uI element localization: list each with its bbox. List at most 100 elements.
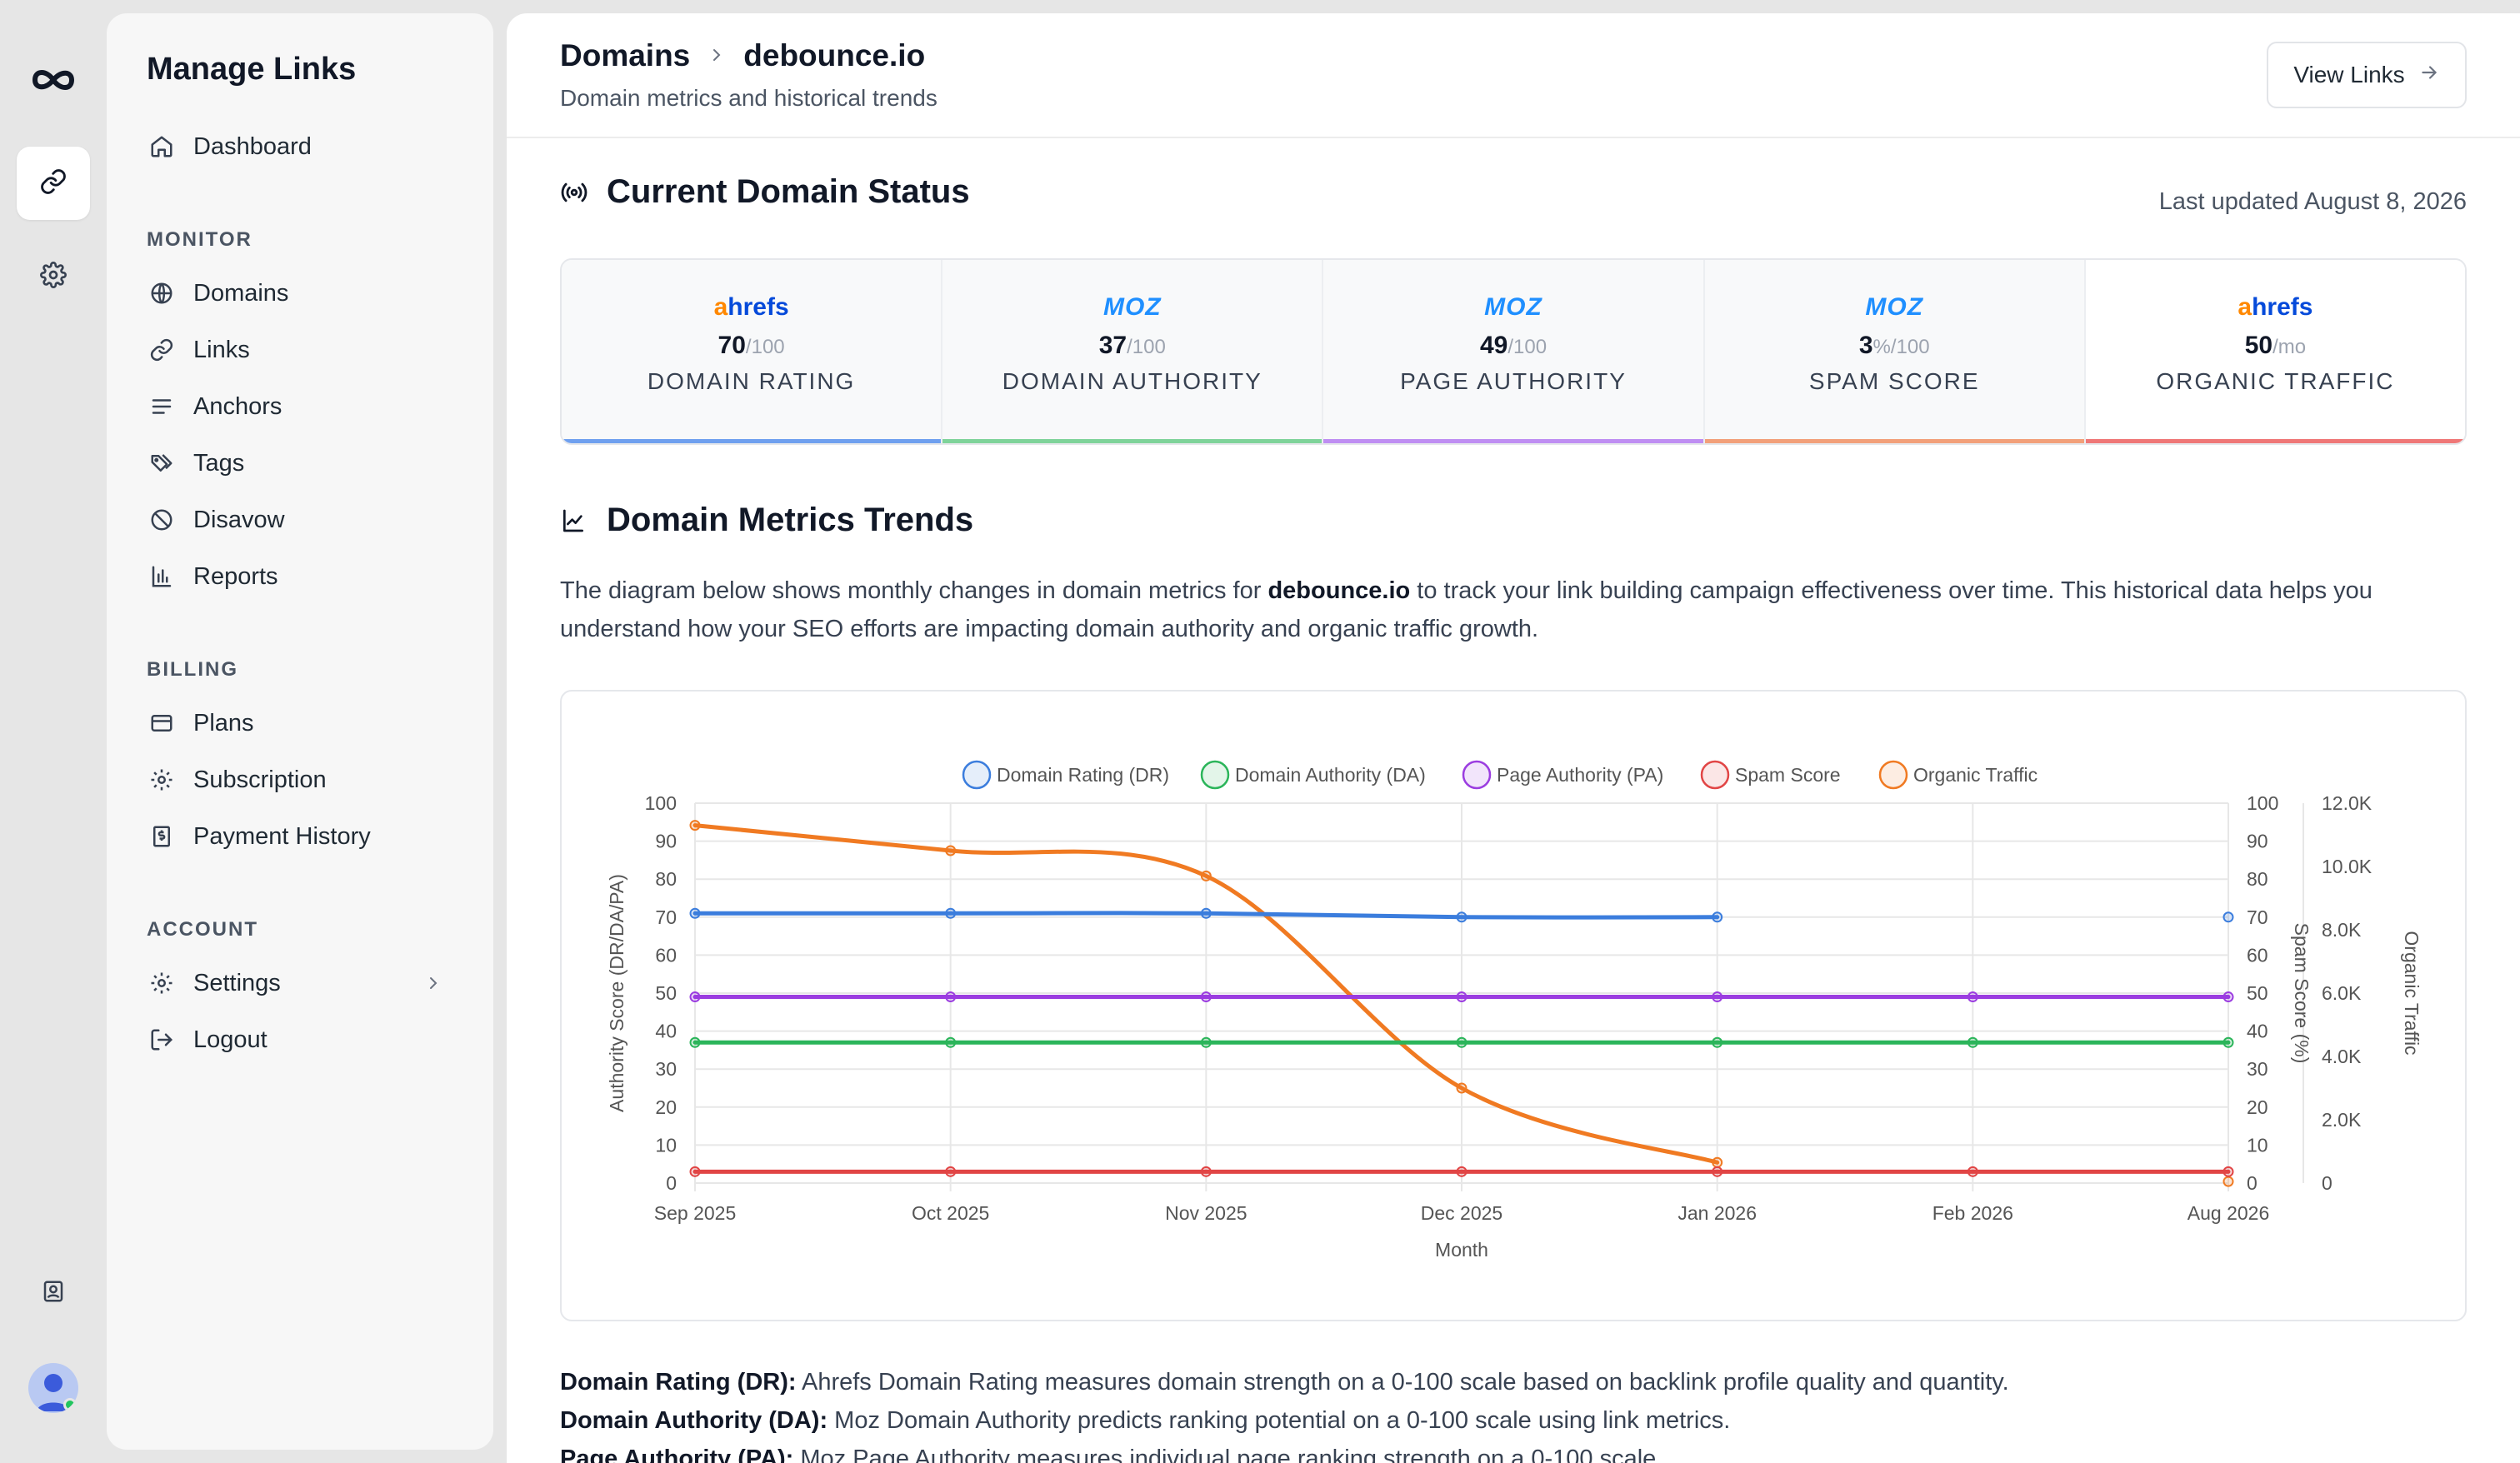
breadcrumb-current: debounce.io	[743, 38, 926, 72]
moz-logo: MOZ	[1102, 293, 1162, 321]
moz-logo: MOZ	[1484, 293, 1542, 321]
y-right2-tick-label: 0	[2322, 1172, 2332, 1194]
trends-heading: Domain Metrics Trends	[560, 502, 973, 539]
y-right2-tick-label: 2.0K	[2322, 1109, 2362, 1131]
y-tick-label: 0	[666, 1172, 677, 1194]
sidebar-item-tags[interactable]: Tags	[140, 438, 460, 488]
metric-accent-bar	[1704, 439, 2084, 443]
y-right-tick-label: 90	[2247, 831, 2268, 852]
sidebar-item-domains[interactable]: Domains	[140, 268, 460, 318]
y-right2-tick-label: 4.0K	[2322, 1046, 2362, 1067]
metric-label: PAGE AUTHORITY	[1400, 368, 1627, 394]
metrics-chart: 0 10 20 30 40 50 60 70 80 90 100 0 10 20 30 40 50 60 70 80 9…	[560, 690, 2467, 1321]
metric-label: DOMAIN RATING	[647, 368, 856, 394]
metric-value: 70	[718, 332, 746, 359]
rail-settings-button[interactable]	[17, 240, 90, 313]
metric-value: 37	[1098, 332, 1128, 359]
definition-row: Domain Authority (DA): Moz Domain Author…	[560, 1407, 1731, 1434]
data-point	[1456, 991, 1468, 1003]
y-tick-label: 20	[655, 1096, 677, 1118]
breadcrumb-domains-link[interactable]: Domains	[560, 38, 691, 72]
link-icon	[39, 167, 68, 200]
line-chart-icon	[560, 507, 590, 534]
metric-label: DOMAIN AUTHORITY	[1002, 368, 1262, 394]
rail-links-button[interactable]	[17, 147, 90, 220]
x-tick-label: Feb 2026	[1932, 1202, 2013, 1224]
y-right2-tick-label: 10.0K	[2322, 856, 2372, 877]
x-tick-label: Nov 2025	[1165, 1202, 1247, 1224]
sidebar-item-payment-history[interactable]: Payment History	[140, 811, 460, 861]
data-point	[945, 845, 957, 856]
link-icon	[148, 337, 175, 363]
sidebar-item-settings[interactable]: Settings	[140, 958, 460, 1008]
sidebar-item-anchors[interactable]: Anchors	[140, 382, 460, 432]
ban-icon	[148, 507, 175, 533]
y-right2-tick-label: 8.0K	[2322, 919, 2362, 941]
data-point	[2222, 1036, 2234, 1048]
data-point	[1200, 870, 1212, 881]
data-point	[1456, 1036, 1468, 1048]
metric-unit: %/100	[1872, 336, 1930, 358]
metric-card-page-authority: MOZ 49/100 PAGE AUTHORITY	[1323, 260, 1705, 443]
section-title: Domain Metrics Trends	[607, 502, 974, 538]
view-links-button[interactable]: View Links	[2267, 42, 2467, 108]
main-content: Domains debounce.io Domain metrics and h…	[507, 13, 2520, 1463]
rail-contacts-button[interactable]	[17, 1256, 90, 1330]
x-tick-label: Aug 2026	[2188, 1202, 2269, 1224]
y-right-tick-label: 70	[2247, 906, 2268, 928]
data-point	[1200, 1166, 1212, 1177]
y-right-tick-label: 80	[2247, 868, 2268, 890]
moz-logo: MOZ	[1865, 293, 1924, 321]
sidebar-item-label: Subscription	[193, 766, 327, 793]
metric-definitions: Domain Rating (DR): Ahrefs Domain Rating…	[560, 1363, 2477, 1463]
definition-row: Domain Rating (DR): Ahrefs Domain Rating…	[560, 1369, 2009, 1396]
gear-icon	[40, 261, 67, 292]
sidebar-item-label: Settings	[193, 969, 281, 996]
series-line	[692, 911, 1720, 920]
data-point	[945, 1036, 957, 1048]
metric-card-domain-rating: ahrefs 70/100 DOMAIN RATING	[562, 260, 943, 443]
metric-value: 50	[2244, 332, 2273, 359]
y-right-tick-label: 10	[2247, 1134, 2268, 1156]
chevron-right-icon	[708, 38, 725, 73]
contact-book-icon	[41, 1278, 66, 1309]
sidebar-item-logout[interactable]: Logout	[140, 1015, 460, 1065]
chevron-right-icon	[423, 971, 443, 1001]
legend-label: Page Authority (PA)	[1497, 764, 1663, 786]
metric-unit: /mo	[2272, 336, 2307, 358]
sidebar-item-label: Anchors	[193, 392, 282, 420]
y-right2-axis-title: Organic Traffic	[2401, 931, 2422, 1055]
current-status-heading: Current Domain Status	[560, 173, 970, 211]
sidebar-item-plans[interactable]: Plans	[140, 698, 460, 748]
y-right-tick-label: 60	[2247, 944, 2268, 966]
sidebar-item-reports[interactable]: Reports	[140, 552, 460, 602]
legend-marker	[962, 760, 992, 790]
sidebar-item-links[interactable]: Links	[140, 325, 460, 375]
last-updated-text: Last updated August 8, 2026	[2158, 188, 2467, 215]
avatar[interactable]	[28, 1363, 78, 1413]
data-point	[2222, 911, 2234, 923]
sidebar-item-label: Tags	[193, 449, 245, 477]
logout-icon	[148, 1026, 175, 1053]
metric-unit: /100	[1127, 336, 1166, 358]
legend-label: Domain Authority (DA)	[1235, 764, 1426, 786]
data-point	[1712, 1156, 1723, 1168]
data-point	[1967, 1036, 1978, 1048]
infinity-logo-icon[interactable]	[30, 60, 77, 100]
sidebar-item-disavow[interactable]: Disavow	[140, 495, 460, 545]
data-point	[1967, 1166, 1978, 1177]
nav-section-monitor: MONITOR	[147, 228, 252, 251]
data-point	[689, 1166, 701, 1177]
sidebar-item-subscription[interactable]: Subscription	[140, 755, 460, 805]
data-point	[689, 1036, 701, 1048]
sidebar-item-label: Links	[193, 336, 250, 363]
metric-accent-bar	[1323, 439, 1703, 443]
legend-marker	[1200, 760, 1230, 790]
y-right-tick-label: 0	[2247, 1172, 2258, 1194]
sidebar-item-label: Dashboard	[193, 132, 312, 160]
y-right-tick-label: 100	[2247, 792, 2278, 814]
y-right-tick-label: 20	[2247, 1096, 2268, 1118]
y-axis-title: Authority Score (DR/DA/PA)	[606, 874, 628, 1112]
data-point	[1200, 991, 1212, 1003]
sidebar-item-dashboard[interactable]: Dashboard	[140, 122, 460, 172]
